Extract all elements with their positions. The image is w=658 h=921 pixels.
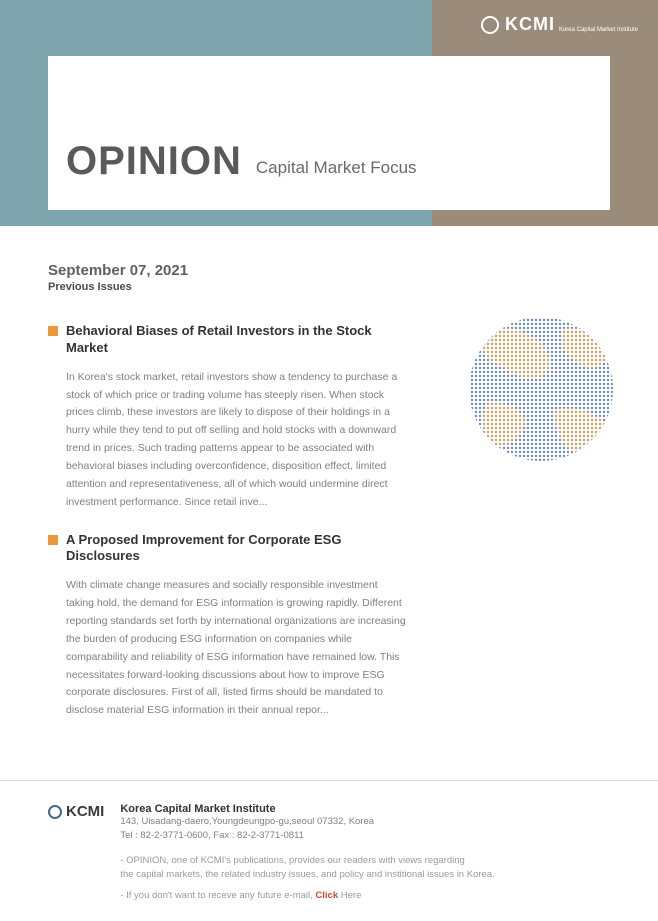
title-card: OPINION Capital Market Focus — [48, 56, 610, 210]
footer-note-line2: the capital markets, the related industr… — [120, 869, 494, 880]
logo-text: KCMI — [505, 14, 555, 35]
footer-note: - OPINION, one of KCMI's publications, p… — [120, 854, 610, 883]
footer: KCMI Korea Capital Market Institute 143,… — [0, 780, 658, 921]
top-logo: KCMI Korea Capital Market Institute — [481, 14, 638, 35]
unsubscribe-link[interactable]: Click — [315, 890, 338, 901]
logo-ring-icon — [481, 16, 499, 34]
footer-info: Korea Capital Market Institute 143, Uisa… — [120, 803, 610, 901]
footer-logo-text: KCMI — [66, 803, 104, 820]
footer-org-name: Korea Capital Market Institute — [120, 803, 610, 815]
footer-telephone: Tel : 82-2-3771-0600, Fax : 82-2-3771-08… — [120, 829, 610, 843]
article-title-link[interactable]: Behavioral Biases of Retail Investors in… — [66, 323, 386, 357]
article-title-link[interactable]: A Proposed Improvement for Corporate ESG… — [66, 532, 386, 566]
article-header: A Proposed Improvement for Corporate ESG… — [48, 532, 610, 566]
publication-title: OPINION — [66, 139, 242, 184]
article-item: A Proposed Improvement for Corporate ESG… — [48, 532, 610, 721]
publication-subtitle: Capital Market Focus — [256, 158, 417, 184]
header-banner: KCMI Korea Capital Market Institute OPIN… — [0, 0, 658, 226]
bullet-icon — [48, 326, 58, 336]
logo-ring-icon — [48, 805, 62, 819]
footer-logo: KCMI — [48, 803, 104, 901]
body-content: September 07, 2021 Previous Issues — [0, 226, 658, 720]
previous-issues-link[interactable]: Previous Issues — [48, 281, 610, 293]
logo-subtext: Korea Capital Market Institute — [559, 27, 638, 33]
article-body: With climate change measures and sociall… — [66, 577, 406, 720]
footer-address: 143, Uisadang-daero,Youngdeungpo-gu,seou… — [120, 815, 610, 829]
article-body: In Korea's stock market, retail investor… — [66, 369, 406, 512]
unsub-prefix: - If you don't want to receve any future… — [120, 890, 315, 901]
bullet-icon — [48, 535, 58, 545]
issue-date: September 07, 2021 — [48, 262, 610, 279]
footer-unsubscribe: - If you don't want to receve any future… — [120, 890, 610, 901]
unsub-suffix: Here — [338, 890, 361, 901]
footer-note-line1: - OPINION, one of KCMI's publications, p… — [120, 855, 465, 866]
globe-image — [466, 314, 616, 464]
